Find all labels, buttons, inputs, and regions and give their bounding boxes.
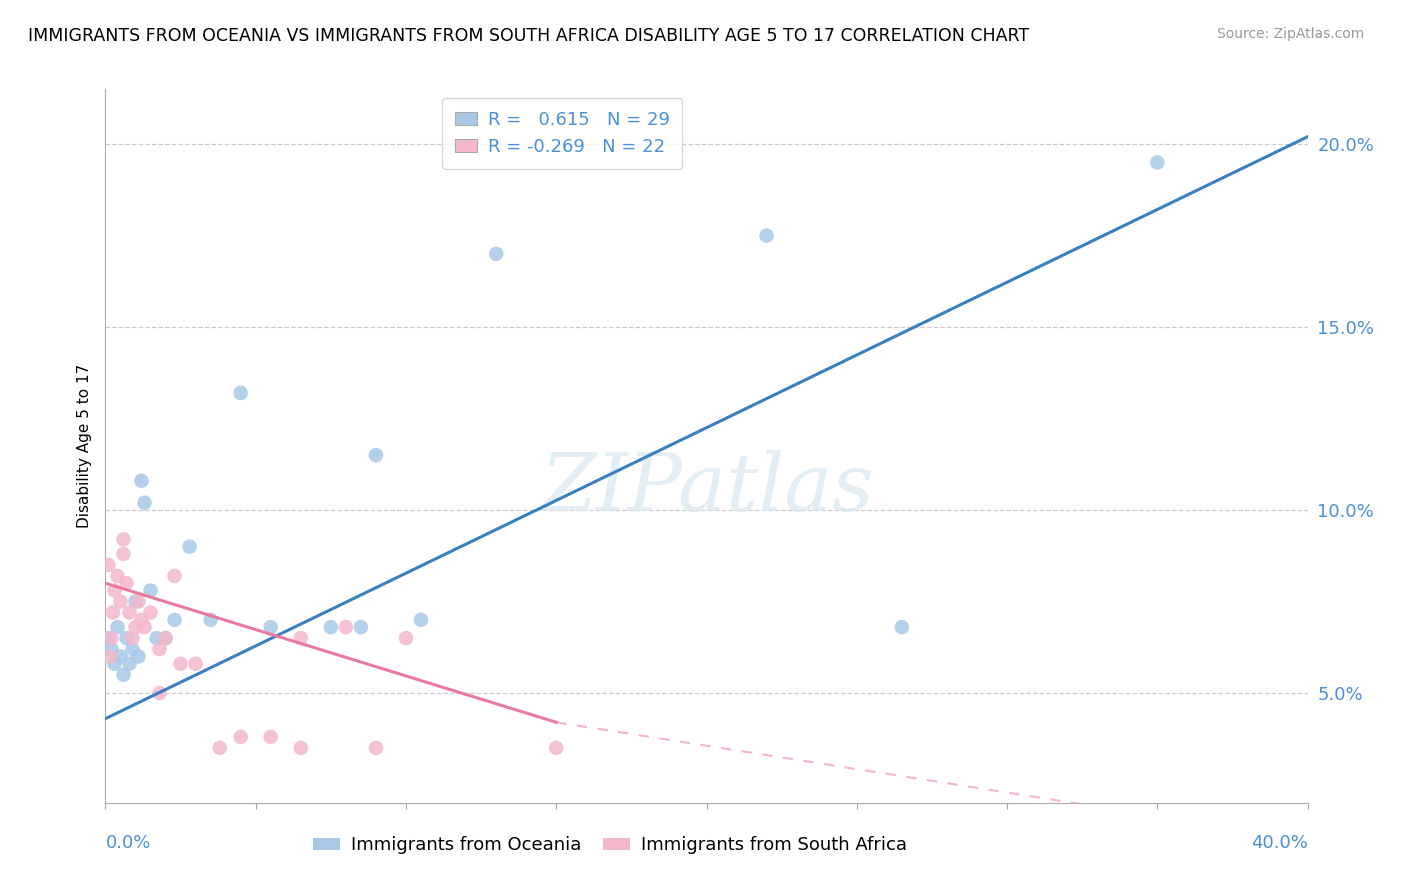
Point — [1146, 155, 1168, 169]
Point — [134, 496, 156, 510]
Point — [184, 657, 207, 671]
Point — [115, 576, 138, 591]
Point — [112, 533, 135, 547]
Point — [139, 583, 162, 598]
Point — [229, 730, 252, 744]
Point — [124, 594, 146, 608]
Point — [200, 613, 222, 627]
Point — [179, 540, 201, 554]
Point — [485, 247, 508, 261]
Point — [131, 613, 153, 627]
Point — [260, 620, 283, 634]
Point — [319, 620, 342, 634]
Point — [98, 649, 121, 664]
Text: 0.0%: 0.0% — [105, 834, 150, 852]
Point — [103, 657, 125, 671]
Point — [755, 228, 778, 243]
Point — [103, 583, 125, 598]
Point — [546, 740, 568, 755]
Point — [163, 613, 186, 627]
Point — [169, 657, 191, 671]
Point — [107, 620, 129, 634]
Point — [208, 740, 231, 755]
Point — [395, 631, 418, 645]
Point — [364, 740, 387, 755]
Point — [97, 631, 120, 645]
Point — [350, 620, 373, 634]
Point — [155, 631, 177, 645]
Point — [97, 558, 120, 572]
Point — [112, 547, 135, 561]
Point — [155, 631, 177, 645]
Point — [110, 649, 132, 664]
Y-axis label: Disability Age 5 to 17: Disability Age 5 to 17 — [76, 364, 91, 528]
Point — [890, 620, 912, 634]
Point — [290, 631, 312, 645]
Point — [229, 386, 252, 401]
Point — [128, 594, 150, 608]
Point — [139, 606, 162, 620]
Point — [112, 667, 135, 681]
Point — [260, 730, 283, 744]
Point — [131, 474, 153, 488]
Point — [115, 631, 138, 645]
Point — [148, 686, 170, 700]
Point — [134, 620, 156, 634]
Text: 40.0%: 40.0% — [1251, 834, 1308, 852]
Text: ZIPatlas: ZIPatlas — [540, 450, 873, 527]
Point — [107, 569, 129, 583]
Point — [335, 620, 357, 634]
Point — [128, 649, 150, 664]
Point — [121, 631, 143, 645]
Point — [100, 642, 122, 657]
Point — [364, 448, 387, 462]
Point — [145, 631, 167, 645]
Point — [118, 606, 141, 620]
Point — [163, 569, 186, 583]
Point — [118, 657, 141, 671]
Point — [148, 642, 170, 657]
Point — [121, 642, 143, 657]
Point — [100, 631, 122, 645]
Point — [409, 613, 432, 627]
Point — [101, 606, 124, 620]
Point — [290, 740, 312, 755]
Point — [124, 620, 146, 634]
Text: IMMIGRANTS FROM OCEANIA VS IMMIGRANTS FROM SOUTH AFRICA DISABILITY AGE 5 TO 17 C: IMMIGRANTS FROM OCEANIA VS IMMIGRANTS FR… — [28, 27, 1029, 45]
Point — [110, 594, 132, 608]
Legend: Immigrants from Oceania, Immigrants from South Africa: Immigrants from Oceania, Immigrants from… — [307, 830, 914, 862]
Text: Source: ZipAtlas.com: Source: ZipAtlas.com — [1216, 27, 1364, 41]
